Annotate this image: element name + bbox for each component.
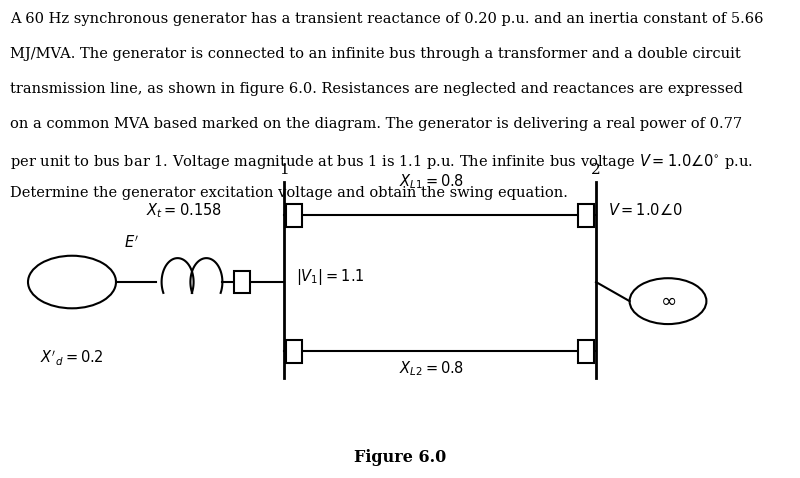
Text: $X_{L2}=0.8$: $X_{L2}=0.8$	[399, 359, 465, 378]
Text: transmission line, as shown in figure 6.0. Resistances are neglected and reactan: transmission line, as shown in figure 6.…	[10, 82, 742, 96]
Text: A 60 Hz synchronous generator has a transient reactance of 0.20 p.u. and an iner: A 60 Hz synchronous generator has a tran…	[10, 12, 763, 26]
FancyBboxPatch shape	[286, 204, 302, 227]
Text: $|V_1|=1.1$: $|V_1|=1.1$	[296, 267, 365, 287]
Text: Figure 6.0: Figure 6.0	[354, 449, 446, 466]
Text: $V=1.0\angle0$: $V=1.0\angle0$	[608, 202, 682, 218]
Text: $X_{L1}=0.8$: $X_{L1}=0.8$	[399, 173, 465, 191]
Text: per unit to bus bar 1. Voltage magnitude at bus 1 is 1.1 p.u. The infinite bus v: per unit to bus bar 1. Voltage magnitude…	[10, 152, 753, 171]
Text: Determine the generator excitation voltage and obtain the swing equation.: Determine the generator excitation volta…	[10, 186, 567, 200]
Text: MJ/MVA. The generator is connected to an infinite bus through a transformer and : MJ/MVA. The generator is connected to an…	[10, 47, 740, 61]
FancyBboxPatch shape	[578, 204, 594, 227]
Text: $X'_d=0.2$: $X'_d=0.2$	[41, 349, 103, 368]
Text: on a common MVA based marked on the diagram. The generator is delivering a real : on a common MVA based marked on the diag…	[10, 117, 742, 130]
Text: 2: 2	[591, 163, 601, 177]
FancyBboxPatch shape	[234, 271, 250, 293]
FancyBboxPatch shape	[286, 340, 302, 363]
Text: 1: 1	[279, 163, 289, 177]
FancyBboxPatch shape	[578, 340, 594, 363]
Text: $\infty$: $\infty$	[660, 292, 676, 310]
Text: $X_t=0.158$: $X_t=0.158$	[146, 201, 222, 220]
Text: $E'$: $E'$	[124, 234, 139, 251]
